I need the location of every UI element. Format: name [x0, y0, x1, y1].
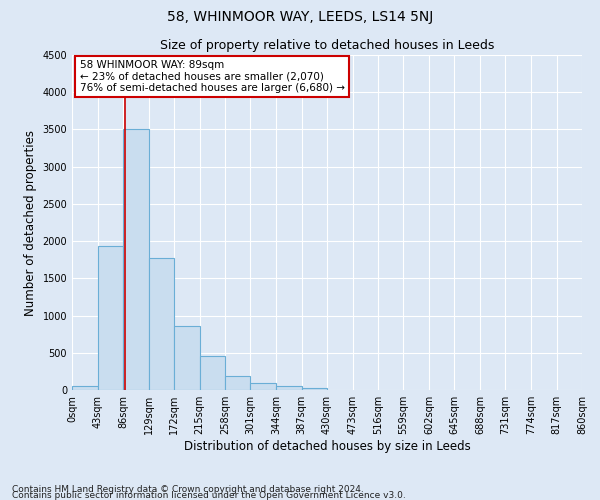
X-axis label: Distribution of detached houses by size in Leeds: Distribution of detached houses by size …	[184, 440, 470, 453]
Text: Contains HM Land Registry data © Crown copyright and database right 2024.: Contains HM Land Registry data © Crown c…	[12, 484, 364, 494]
Text: 58 WHINMOOR WAY: 89sqm
← 23% of detached houses are smaller (2,070)
76% of semi-: 58 WHINMOOR WAY: 89sqm ← 23% of detached…	[80, 60, 344, 93]
Text: 58, WHINMOOR WAY, LEEDS, LS14 5NJ: 58, WHINMOOR WAY, LEEDS, LS14 5NJ	[167, 10, 433, 24]
Bar	[251, 382, 276, 390]
Title: Size of property relative to detached houses in Leeds: Size of property relative to detached ho…	[160, 40, 494, 52]
Bar	[174, 326, 199, 390]
Bar	[97, 246, 123, 390]
Bar	[149, 258, 174, 390]
Bar	[199, 356, 225, 390]
Y-axis label: Number of detached properties: Number of detached properties	[24, 130, 37, 316]
Bar	[302, 388, 327, 390]
Bar	[72, 386, 97, 390]
Text: Contains public sector information licensed under the Open Government Licence v3: Contains public sector information licen…	[12, 490, 406, 500]
Bar	[123, 130, 149, 390]
Bar	[276, 386, 302, 390]
Bar	[225, 376, 251, 390]
